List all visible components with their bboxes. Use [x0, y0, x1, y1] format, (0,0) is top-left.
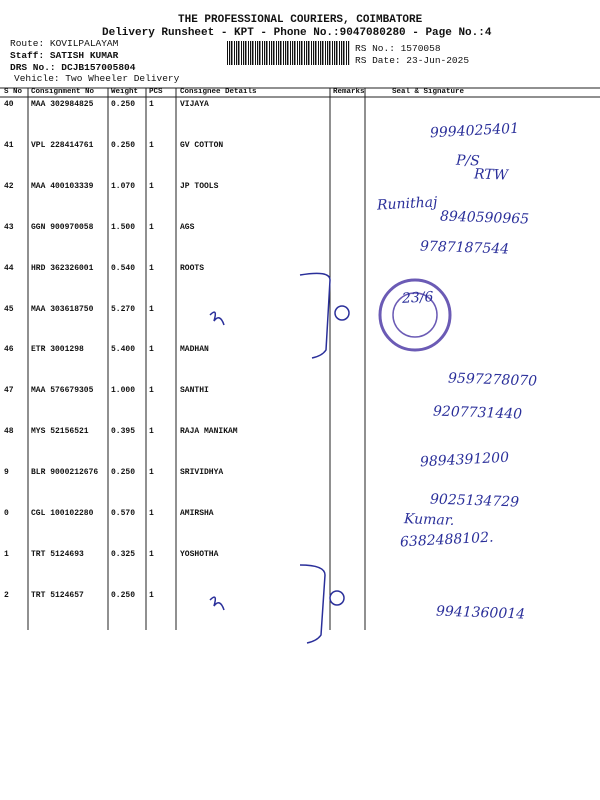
cell: 1 — [149, 100, 154, 109]
handwriting: 8940590965 — [439, 208, 530, 228]
column-header: Weight — [111, 88, 139, 96]
handwriting: 9597278070 — [447, 370, 538, 390]
cell: 47 — [4, 386, 14, 396]
cell: ETR 3001298 — [31, 345, 84, 355]
barcode — [226, 41, 350, 65]
column-header: S No — [4, 88, 23, 96]
cell: VPL 228414761 — [31, 140, 94, 150]
cell: 0.250 — [111, 100, 136, 109]
cell: 1 — [149, 549, 154, 559]
cell: AGS — [180, 222, 195, 232]
cell: 1.500 — [111, 222, 136, 232]
cell: HRD 362326001 — [31, 263, 94, 273]
drs: DRS No.: DCJB157005804 — [10, 62, 136, 73]
handwriting: 9787187544 — [419, 238, 510, 258]
cell: 45 — [4, 304, 14, 314]
cell: 1 — [149, 468, 154, 478]
cell: BLR 9000212676 — [31, 468, 99, 478]
cell: MADHAN — [180, 345, 209, 355]
cell: 1 — [149, 345, 154, 355]
cell: RAJA MANIKAM — [180, 427, 238, 437]
table-grid — [0, 87, 600, 630]
cell: 5.400 — [111, 345, 136, 355]
cell: 46 — [4, 345, 14, 355]
handwriting: 9207731440 — [432, 403, 523, 423]
cell: 43 — [4, 222, 14, 232]
cell: GGN 900970058 — [31, 222, 94, 232]
cell: 0.570 — [111, 509, 136, 518]
cell: MAA 303618750 — [31, 304, 94, 314]
staff: Staff: SATISH KUMAR — [10, 50, 119, 61]
handwriting: 9941360014 — [435, 603, 526, 623]
column-header: Remarks — [333, 88, 365, 96]
handwriting: 9025134729 — [429, 491, 520, 511]
cell: MAA 302984825 — [31, 100, 94, 109]
cell: 48 — [4, 427, 14, 437]
cell: 42 — [4, 181, 14, 191]
cell: ROOTS — [180, 263, 205, 273]
cell: 1 — [149, 181, 154, 191]
subtitle: Delivery Runsheet - KPT - Phone No.:9047… — [102, 27, 492, 39]
cell: 0 — [4, 509, 9, 518]
cell: 41 — [4, 140, 14, 150]
cell: 1 — [4, 549, 9, 559]
cell: 0.250 — [111, 590, 136, 600]
handwriting: Runithaj — [376, 194, 438, 214]
cell: 44 — [4, 263, 14, 273]
handwriting: Kumar. — [403, 511, 455, 529]
cell: MAA 576679305 — [31, 386, 94, 396]
cell: 1 — [149, 263, 154, 273]
cell: 1.000 — [111, 386, 136, 396]
column-header: Seal & Signature — [392, 88, 465, 96]
vehicle: Vehicle: Two Wheeler Delivery — [14, 73, 180, 84]
cell: GV COTTON — [180, 140, 224, 150]
cell: 9 — [4, 468, 9, 478]
cell: TRT 5124657 — [31, 590, 84, 600]
cell: JP TOOLS — [180, 181, 219, 191]
cell: MYS 52156521 — [31, 427, 89, 437]
cell: 1 — [149, 427, 154, 437]
cell: 1.070 — [111, 181, 136, 191]
cell: AMIRSHA — [180, 509, 214, 518]
cell: 0.325 — [111, 549, 136, 559]
rs-date: RS Date: 23-Jun-2025 — [355, 55, 470, 66]
cell: SRIVIDHYA — [180, 468, 224, 478]
hand-marks — [209, 272, 350, 644]
cell: SANTHI — [180, 386, 209, 396]
cell: 0.395 — [111, 427, 136, 437]
cell: YOSHOTHA — [180, 549, 219, 559]
cell: 5.270 — [111, 304, 136, 314]
column-header: Consignee Details — [180, 88, 257, 96]
cell: 1 — [149, 590, 154, 600]
rs-no: RS No.: 1570058 — [355, 43, 441, 54]
route: Route: KOVILPALAYAM — [10, 38, 119, 49]
column-header: PCS — [149, 88, 163, 96]
cell: VIJAYA — [180, 100, 209, 109]
cell: CGL 100102280 — [31, 509, 94, 518]
handwriting: 23/6 — [401, 289, 434, 307]
cell: 0.540 — [111, 263, 136, 273]
cell: TRT 5124693 — [31, 549, 84, 559]
cell: 1 — [149, 509, 154, 518]
title: THE PROFESSIONAL COURIERS, COIMBATORE — [178, 14, 423, 26]
cell: 1 — [149, 222, 154, 232]
cell: 0.250 — [111, 468, 136, 478]
handwriting: RTW — [473, 166, 509, 184]
cell: 1 — [149, 140, 154, 150]
cell: MAA 400103339 — [31, 181, 94, 191]
cell: 40 — [4, 100, 14, 109]
stamp — [378, 278, 452, 352]
cell: 0.250 — [111, 140, 136, 150]
cell: 1 — [149, 304, 154, 314]
cell: 2 — [4, 590, 9, 600]
column-header: Consignment No — [31, 88, 95, 96]
cell: 1 — [149, 386, 154, 396]
